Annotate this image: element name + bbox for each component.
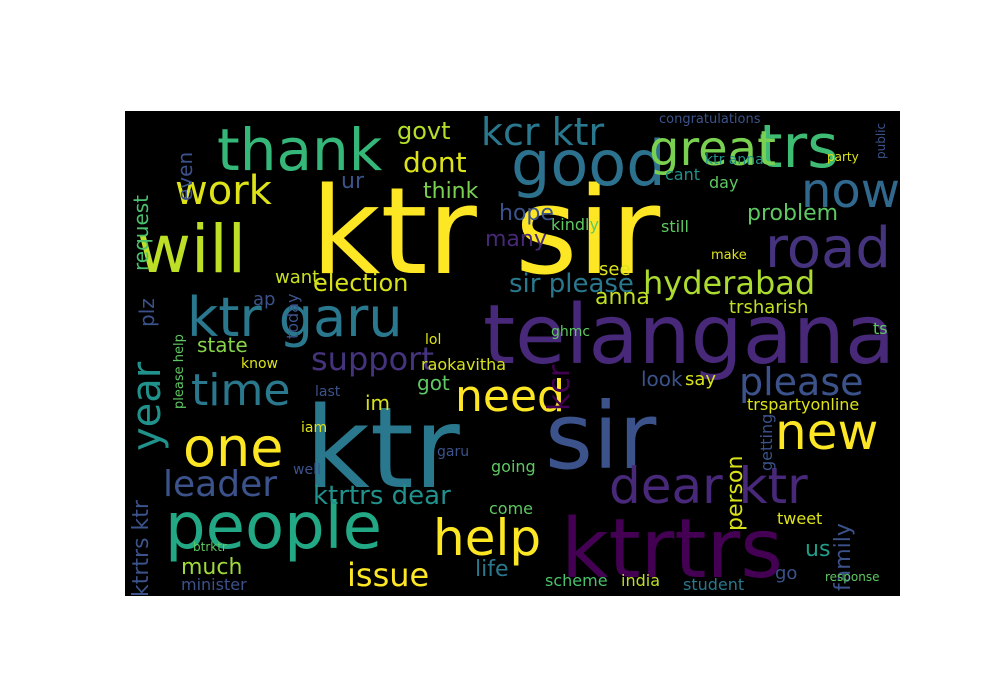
word: raokavitha <box>421 355 507 374</box>
word: public <box>874 122 888 159</box>
word: person <box>723 455 748 531</box>
word: look <box>641 367 683 391</box>
word: kcr ktr <box>481 111 605 154</box>
word: trs <box>759 112 839 182</box>
word: trspartyonline <box>747 395 860 414</box>
word: new <box>775 403 879 461</box>
word: ktr garu <box>187 286 403 349</box>
word: cant <box>665 165 701 184</box>
word: election <box>313 269 409 297</box>
word: anna <box>595 285 650 310</box>
word: issue <box>347 556 430 594</box>
word: please <box>739 360 864 404</box>
word: even <box>173 151 197 201</box>
word: govt <box>397 117 451 145</box>
word: now <box>801 163 900 219</box>
word: hope <box>499 201 554 226</box>
word: telangana <box>483 288 896 383</box>
word: garu <box>437 444 470 460</box>
word: plz <box>135 298 159 327</box>
word: day <box>709 173 739 192</box>
word: much <box>181 555 243 580</box>
word: request <box>129 194 153 271</box>
word: ur <box>341 169 364 194</box>
word: life <box>475 557 509 582</box>
word: party <box>827 150 859 164</box>
word: ghmc <box>551 324 591 340</box>
word: come <box>489 499 534 518</box>
word: leader <box>163 464 278 505</box>
word: tweet <box>777 509 823 528</box>
word: year <box>125 361 170 451</box>
word: will <box>137 211 246 288</box>
word: ktrtrs <box>561 502 783 596</box>
word: today <box>283 293 302 340</box>
word: going <box>491 457 536 476</box>
word: im <box>365 391 391 415</box>
word: congratulations <box>659 112 761 127</box>
word: many <box>485 227 547 252</box>
word: work <box>175 168 272 214</box>
word: time <box>191 365 291 416</box>
word: please help <box>172 334 187 409</box>
word: ktrtrs dear <box>313 481 451 511</box>
word: want <box>275 267 320 288</box>
word: getting <box>757 413 776 471</box>
word: go <box>775 563 798 584</box>
word: support <box>311 340 434 378</box>
word: ktrtrs ktr <box>129 500 154 596</box>
word: response <box>825 570 880 584</box>
word: help <box>433 509 542 567</box>
word: really <box>245 595 289 597</box>
word: sir please <box>509 269 634 299</box>
word: people <box>165 490 382 564</box>
word: make <box>711 248 747 263</box>
word: minister <box>181 575 247 594</box>
word: ts <box>873 319 888 338</box>
word: ktr sir <box>311 163 661 302</box>
word: scheme <box>545 571 608 590</box>
word: kcr <box>542 364 577 411</box>
word: know <box>241 356 278 372</box>
word: think <box>423 179 479 204</box>
word: dear ktr <box>609 457 808 515</box>
word: say <box>685 369 717 390</box>
word: pl <box>313 595 328 597</box>
word: need <box>455 371 565 422</box>
word: got <box>417 371 450 395</box>
word: great <box>649 121 776 177</box>
word: road <box>765 216 891 281</box>
word: ktr <box>305 384 460 514</box>
word: iam <box>301 420 328 436</box>
word: india <box>621 571 660 590</box>
word: hyderabad <box>643 264 816 302</box>
word: see <box>599 259 631 280</box>
word: problem <box>747 201 839 226</box>
word: state <box>197 333 248 357</box>
word: trsharish <box>729 297 809 318</box>
word: dont <box>403 146 467 179</box>
word: thank <box>217 116 383 184</box>
word: us <box>805 537 831 562</box>
word: ap <box>253 289 276 310</box>
word: sir <box>545 383 657 490</box>
word: ktr anna <box>705 152 764 168</box>
word: still <box>661 217 689 236</box>
word: one <box>183 416 284 479</box>
word: btrktr <box>193 540 227 554</box>
word-cloud: ktr sir ktr sir telangana ktrtrs people … <box>125 111 900 596</box>
word: last <box>315 384 341 400</box>
word: good <box>511 127 666 200</box>
word: lol <box>425 332 442 348</box>
word: kindly <box>551 215 599 234</box>
word: student <box>683 575 745 594</box>
word: well <box>293 462 321 478</box>
